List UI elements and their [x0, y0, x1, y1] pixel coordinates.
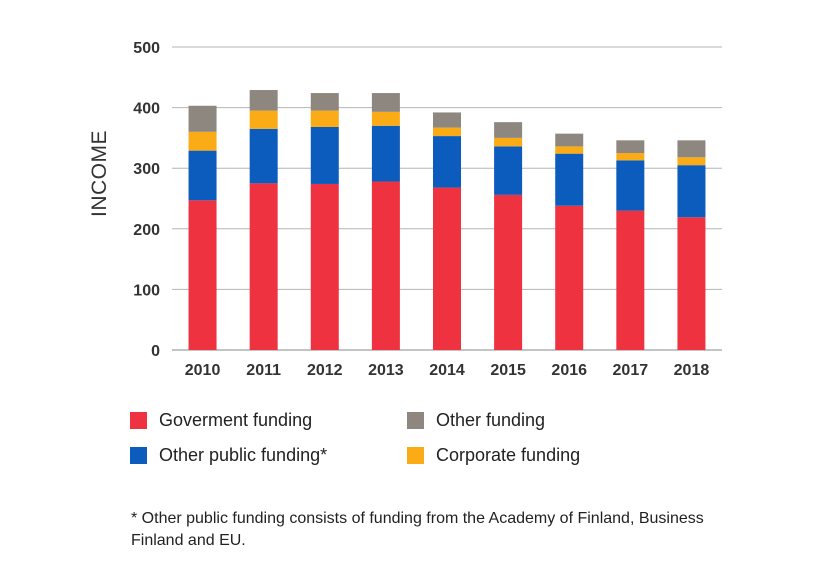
- bar-segment-2015-3: [494, 122, 523, 138]
- legend-label-government: Goverment funding: [159, 410, 313, 430]
- bar-segment-2015-1: [494, 146, 523, 195]
- bar-segment-2017-0: [616, 210, 645, 350]
- legend: Goverment funding Other funding Other pu…: [130, 410, 650, 480]
- legend-item-corporate: Corporate funding: [407, 445, 580, 466]
- x-tick-label: 2012: [307, 362, 343, 379]
- bar-segment-2018-0: [677, 217, 706, 350]
- bar-segment-2012-2: [310, 110, 339, 127]
- legend-swatch-corporate: [407, 447, 424, 464]
- bar-segment-2017-3: [616, 140, 645, 154]
- x-tick-label: 2011: [246, 362, 281, 379]
- bar-segment-2012-0: [310, 183, 339, 350]
- bar-segment-2015-0: [494, 194, 523, 350]
- y-tick-label: 200: [133, 222, 160, 239]
- bar-segment-2011-3: [249, 90, 278, 111]
- bar-segment-2013-2: [371, 111, 400, 126]
- legend-swatch-other-public: [130, 447, 147, 464]
- legend-swatch-government: [130, 412, 147, 429]
- bar-segment-2014-1: [433, 136, 461, 188]
- y-tick-label: 500: [133, 40, 160, 57]
- bar-segment-2011-1: [249, 128, 278, 184]
- legend-swatch-other: [407, 412, 424, 429]
- y-tick-label: 0: [151, 343, 160, 360]
- bar-segment-2010-1: [188, 150, 217, 201]
- bar-segment-2010-2: [188, 131, 217, 151]
- x-tick-label: 2013: [368, 362, 404, 379]
- bar-segment-2012-1: [310, 126, 339, 184]
- bar-segment-2013-1: [371, 125, 400, 182]
- bar-segment-2014-0: [433, 187, 461, 350]
- x-tick-label: 2015: [490, 362, 526, 379]
- bar-segment-2016-1: [555, 153, 584, 206]
- bar-segment-2017-1: [616, 160, 645, 211]
- bar-segment-2017-2: [616, 153, 645, 161]
- bars: [188, 90, 706, 350]
- x-tick-label: 2017: [613, 362, 649, 379]
- bar-segment-2018-3: [677, 140, 706, 158]
- bar-segment-2011-2: [249, 110, 278, 129]
- bar-segment-2016-0: [555, 205, 584, 350]
- legend-label-other: Other funding: [436, 410, 546, 430]
- bar-segment-2015-2: [494, 137, 523, 147]
- bar-segment-2011-0: [249, 183, 278, 350]
- bar-segment-2014-3: [433, 112, 461, 128]
- x-tick-label: 2010: [185, 362, 221, 379]
- y-tick-label: 300: [133, 161, 160, 178]
- bar-segment-2010-0: [188, 200, 217, 350]
- bar-segment-2013-0: [371, 181, 400, 350]
- y-axis-ticks: 0 100 200 300 400 500: [133, 40, 160, 360]
- bar-segment-2018-1: [677, 165, 706, 218]
- y-axis-label: INCOME: [88, 130, 111, 217]
- footnote: * Other public funding consists of fundi…: [131, 510, 704, 549]
- x-tick-label: 2016: [551, 362, 587, 379]
- bar-segment-2013-3: [371, 93, 400, 112]
- bar-segment-2016-3: [555, 133, 584, 147]
- bar-segment-2014-2: [433, 127, 461, 137]
- bar-segment-2016-2: [555, 146, 584, 154]
- x-tick-label: 2018: [674, 362, 710, 379]
- y-tick-label: 400: [133, 101, 160, 118]
- bar-segment-2012-3: [310, 93, 339, 111]
- bar-segment-2010-3: [188, 105, 217, 132]
- legend-label-corporate: Corporate funding: [436, 445, 581, 465]
- legend-item-other-public: Other public funding*: [130, 445, 327, 466]
- x-tick-label: 2014: [429, 362, 465, 379]
- legend-label-other-public: Other public funding*: [159, 445, 328, 465]
- legend-item-other: Other funding: [407, 410, 545, 431]
- x-axis-ticks: 2010 2011 2012 2013 2014 2015 2016 2017 2018: [185, 362, 710, 379]
- legend-item-government: Goverment funding: [130, 410, 312, 431]
- bar-segment-2018-2: [677, 157, 706, 166]
- y-tick-label: 100: [133, 282, 160, 299]
